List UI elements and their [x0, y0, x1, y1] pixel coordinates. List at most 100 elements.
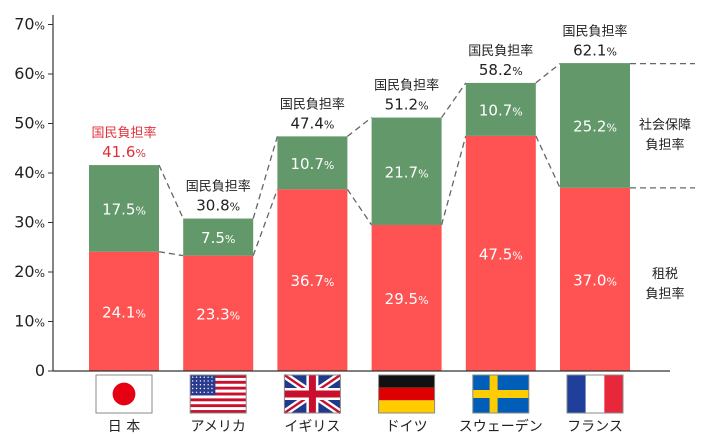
social-value-label-value: 10.7 — [290, 155, 323, 173]
flag-border — [189, 374, 247, 414]
category-label: アメリカ — [191, 419, 246, 435]
y-tick-number: 0 — [35, 361, 45, 380]
total-value-label-pct-sign: % — [512, 65, 522, 78]
social-value-label-value: 10.7 — [479, 101, 512, 119]
flag-stripe — [190, 386, 247, 390]
flag-star — [195, 387, 198, 390]
tax-value-label-value: 23.3 — [196, 305, 229, 323]
social-value-label: 10.7% — [479, 101, 523, 119]
y-tick-number: 20 — [14, 262, 34, 281]
tax-value-label-value: 29.5 — [385, 290, 418, 308]
social-bar — [371, 117, 442, 225]
y-tick-label: 70% — [14, 15, 45, 34]
flag-star — [203, 380, 205, 382]
total-caption: 国民負担率 — [280, 96, 345, 112]
flag-star — [203, 391, 205, 393]
social-bar — [277, 136, 348, 190]
flag-stripe — [190, 377, 247, 382]
flag-cross — [472, 390, 529, 398]
total-value-label-pct-sign: % — [135, 147, 145, 160]
tax-bar — [183, 255, 254, 371]
tax-value-label-value: 24.1 — [102, 303, 135, 321]
total-value-label-value: 51.2 — [385, 96, 418, 114]
y-tick-pct-sign: % — [35, 317, 45, 330]
social-bar — [183, 218, 254, 256]
total-value-label-pct-sign: % — [418, 100, 428, 113]
tax-connector-line — [440, 135, 467, 226]
y-tick-label: 20% — [14, 262, 45, 281]
y-tick-label: 60% — [14, 64, 45, 83]
social-value-label: 25.2% — [573, 117, 617, 135]
total-value-label-pct-sign: % — [606, 46, 616, 59]
y-tick-number: 70 — [14, 15, 34, 34]
tax-value-label-value: 47.5 — [479, 245, 512, 263]
social-value-label-pct-sign: % — [606, 121, 616, 134]
tax-value-label: 29.5% — [385, 290, 429, 308]
flag-sun — [112, 382, 136, 406]
total-connector-line — [158, 164, 184, 219]
flag-star — [192, 380, 194, 382]
flag-star — [203, 376, 205, 378]
tax-value-label-value: 36.7 — [290, 272, 323, 290]
total-value-label-pct-sign: % — [230, 201, 240, 214]
total-value-label: 30.8% — [196, 197, 240, 215]
y-tick-pct-sign: % — [35, 69, 45, 82]
total-value-label-value: 47.4 — [290, 114, 323, 132]
total-caption: 国民負担率 — [186, 179, 251, 195]
y-tick-number: 10 — [14, 312, 34, 331]
flag-band — [604, 375, 623, 413]
total-value-label-value: 41.6 — [102, 143, 135, 161]
uk-flag-icon — [282, 372, 343, 416]
y-tick-label: 10% — [14, 312, 45, 331]
flag-star — [207, 384, 209, 386]
flag-star — [211, 380, 213, 382]
tax-connector-line — [158, 251, 184, 257]
social-value-label: 10.7% — [290, 155, 334, 173]
flag-stripe — [190, 398, 247, 402]
tax-value-label: 36.7% — [290, 272, 334, 290]
flag-stripe — [190, 410, 247, 414]
y-tick-pct-sign: % — [35, 218, 45, 231]
flag-border — [378, 374, 436, 414]
tax-value-label: 24.1% — [102, 303, 146, 321]
flag-star — [195, 376, 198, 378]
flag-band — [567, 375, 586, 413]
flag-stripe — [190, 380, 247, 384]
flag-border — [283, 374, 341, 414]
tax-value-label-pct-sign: % — [606, 275, 616, 288]
social-value-label-pct-sign: % — [135, 204, 145, 217]
y-tick-number: 50 — [14, 114, 34, 133]
flag-star — [199, 387, 202, 390]
social-value-label: 7.5% — [201, 229, 235, 247]
tax-value-label-pct-sign: % — [418, 294, 428, 307]
tax-connector-line — [346, 188, 373, 226]
tax-connector-line — [535, 135, 561, 189]
y-axis: 010%20%30%40%50%60%70% — [14, 15, 54, 380]
category-label: 日 本 — [108, 419, 140, 435]
tax-value-label: 23.3% — [196, 305, 240, 323]
flag-stripe — [190, 389, 247, 393]
social-bar — [465, 82, 536, 136]
y-tick-number: 40 — [14, 163, 34, 182]
flag-star — [211, 391, 213, 393]
social-value-label-value: 21.7 — [385, 163, 418, 181]
total-connector-line — [347, 117, 372, 137]
flag-band — [378, 387, 435, 401]
flag-stripe — [190, 395, 247, 399]
total-value-label: 62.1% — [573, 42, 617, 60]
social-value-label-value: 25.2 — [573, 117, 606, 135]
flag-star — [199, 391, 202, 393]
total-caption: 国民負担率 — [468, 43, 533, 59]
flag-star — [199, 376, 202, 378]
flag-stripe — [190, 404, 247, 408]
y-tick-number: 30 — [14, 213, 34, 232]
flag-star — [192, 391, 194, 393]
total-value-label: 47.4% — [290, 114, 334, 132]
total-value-label-pct-sign: % — [324, 118, 334, 131]
flag-star — [211, 384, 213, 386]
flag-star — [207, 387, 209, 390]
total-value-label-value: 62.1 — [573, 42, 606, 60]
x-axis: 日 本 アメリカ イギリス ドイツ スウェーデン フランス — [53, 370, 670, 435]
flag-star — [199, 384, 202, 386]
flag-canton — [190, 375, 216, 396]
